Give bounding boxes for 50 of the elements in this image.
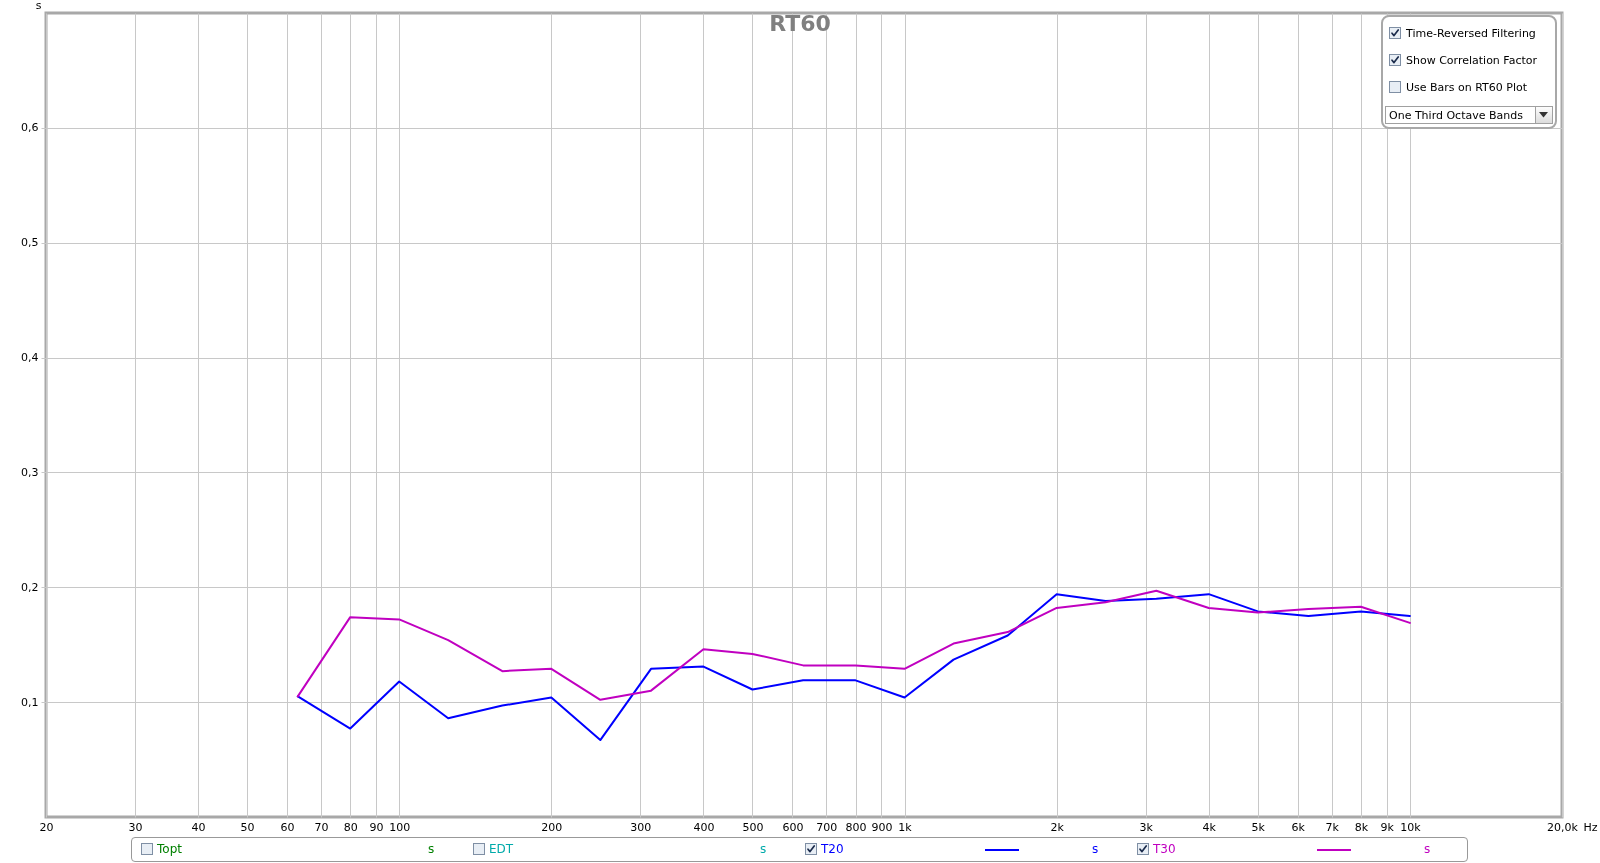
text: EDT [489, 842, 514, 856]
text: s [760, 842, 767, 856]
x-tick-label: 30 [128, 820, 143, 834]
x-tick-label: 1k [898, 820, 913, 834]
dropdown: One Third Octave Bands [1385, 106, 1553, 124]
text: Topt [157, 842, 182, 856]
y-tick-label: 0,5 [21, 236, 39, 250]
annotation: Show Correlation Factor [1406, 53, 1538, 67]
x-tick-label: 70 [314, 820, 329, 834]
y-tick-label: 0,1 [21, 695, 39, 709]
y-tick-label: 0,6 [21, 121, 39, 135]
text: s [428, 842, 435, 856]
x-tick-label: 600 [782, 820, 804, 834]
x-tick-label: 300 [630, 820, 652, 834]
annotation: One Third Octave Bands [1389, 109, 1523, 122]
y-axis-title: s [35, 0, 42, 12]
x-tick-label: 20 [39, 820, 54, 834]
x-tick-label: 700 [816, 820, 838, 834]
x-tick-label: 60 [280, 820, 295, 834]
text: s [1424, 842, 1431, 856]
x-tick-label: 200 [541, 820, 563, 834]
x-tick-label: 100 [389, 820, 411, 834]
y-tick-label: 0,2 [21, 580, 39, 594]
x-tick-label: 40 [191, 820, 206, 834]
x-tick-label: 6k [1291, 820, 1306, 834]
chart-title: RT60 [769, 11, 831, 36]
text: T30 [1153, 842, 1176, 856]
x-tick-label: 4k [1202, 820, 1217, 834]
x-tick-label: 5k [1251, 820, 1266, 834]
x-tick-label: 800 [845, 820, 867, 834]
x-tick-label: 3k [1139, 820, 1154, 834]
x-tick-label: 9k [1380, 820, 1395, 834]
x-tick-label: 2k [1050, 820, 1065, 834]
x-tick-label: 20,0k [1547, 820, 1579, 834]
y-tick-label: 0,3 [21, 465, 39, 479]
annotation: Use Bars on RT60 Plot [1406, 80, 1528, 94]
x-tick-label: 7k [1325, 820, 1340, 834]
x-tick-label: 10k [1400, 820, 1422, 834]
y-tick-label: 0,4 [21, 351, 39, 365]
x-tick-label: 80 [343, 820, 358, 834]
x-tick-label: 400 [693, 820, 715, 834]
x-tick-label: 8k [1354, 820, 1369, 834]
x-tick-label: 50 [240, 820, 255, 834]
text: s [1092, 842, 1099, 856]
x-axis-title: Hz [1583, 820, 1598, 834]
x-tick-label: 900 [871, 820, 893, 834]
text: T20 [821, 842, 844, 856]
x-tick-label: 500 [742, 820, 764, 834]
x-tick-label: 90 [369, 820, 384, 834]
annotation: Time-Reversed Filtering [1406, 26, 1536, 40]
